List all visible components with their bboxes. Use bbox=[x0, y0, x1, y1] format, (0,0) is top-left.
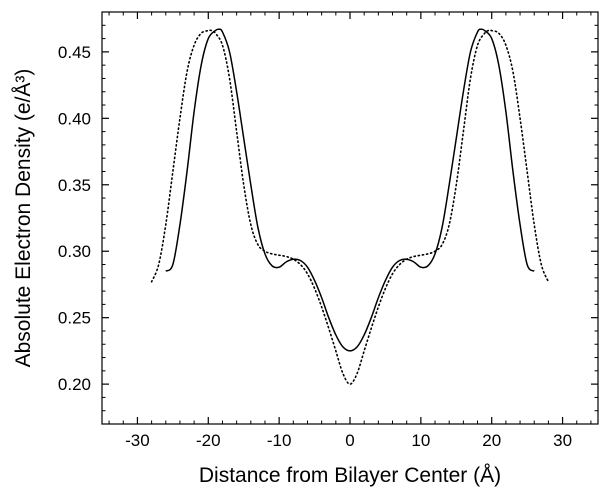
y-tick-label: 0.25 bbox=[58, 309, 91, 328]
major-ticks bbox=[102, 12, 598, 424]
x-tick-label: 10 bbox=[411, 431, 430, 450]
y-axis-title: Absolute Electron Density (e/Å³) bbox=[12, 69, 35, 368]
plot-frame bbox=[101, 11, 599, 425]
x-tick-label: 0 bbox=[345, 431, 354, 450]
y-tick-label: 0.35 bbox=[58, 176, 91, 195]
series-layer bbox=[150, 28, 550, 385]
x-tick-label: 30 bbox=[553, 431, 572, 450]
y-tick-label: 0.45 bbox=[58, 43, 91, 62]
x-axis-title: Distance from Bilayer Center (Å) bbox=[199, 464, 501, 487]
tick-labels: -30 -20 -10 0 10 20 30 0.20 0.25 0.30 0.35 0.40 0.45 bbox=[58, 43, 572, 450]
dotted-series-line bbox=[150, 29, 550, 385]
x-tick-label: 20 bbox=[482, 431, 501, 450]
x-tick-label: -10 bbox=[267, 431, 292, 450]
minor-ticks bbox=[102, 12, 598, 424]
y-tick-label: 0.20 bbox=[58, 375, 91, 394]
x-tick-label: -20 bbox=[196, 431, 221, 450]
x-tick-label: -30 bbox=[125, 431, 150, 450]
solid-series-line bbox=[165, 28, 535, 352]
y-tick-label: 0.30 bbox=[58, 242, 91, 261]
y-tick-label: 0.40 bbox=[58, 109, 91, 128]
